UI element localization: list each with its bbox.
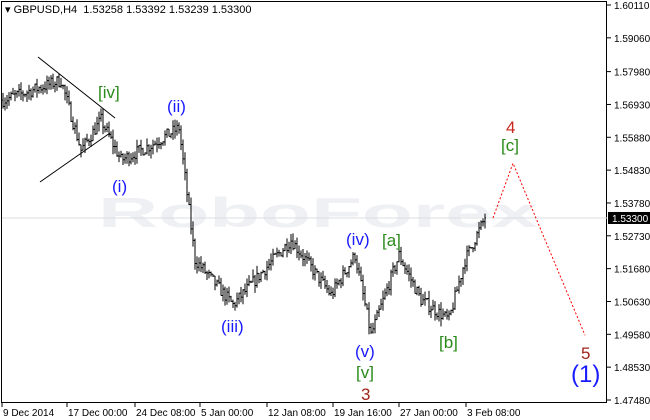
wave-label: [v] — [356, 363, 374, 382]
x-tick-label: 9 Dec 2014 — [3, 408, 55, 419]
wave-label: [iv] — [98, 83, 120, 102]
y-tick-label: 1.54830 — [614, 166, 650, 177]
y-tick-label: 1.47480 — [614, 396, 650, 407]
wave-label: [c] — [501, 136, 519, 155]
x-tick-label: 24 Dec 08:00 — [136, 408, 196, 419]
wave-label: (i) — [112, 177, 128, 196]
x-tick-label: 5 Jan 00:00 — [201, 408, 254, 419]
y-tick-label: 1.53780 — [614, 199, 650, 210]
x-tick-label: 27 Jan 00:00 — [400, 408, 458, 419]
y-tick-label: 1.49580 — [614, 330, 650, 341]
y-tick-label: 1.57980 — [614, 68, 650, 79]
x-tick-label: 3 Feb 08:00 — [467, 408, 521, 419]
chart-title: ▾ GBPUSD,H4 1.53258 1.53392 1.53239 1.53… — [5, 4, 252, 16]
symbol-label: GBPUSD,H4 — [13, 4, 78, 16]
y-tick-label: 1.60110 — [614, 1, 650, 12]
y-tick-label: 1.51680 — [614, 265, 650, 276]
wave-label: (iv) — [346, 230, 370, 249]
ohlc-readout: 1.53258 1.53392 1.53239 1.53300 — [83, 4, 252, 16]
watermark: RoboForex — [98, 189, 539, 236]
x-tick-label: 12 Jan 08:00 — [268, 408, 326, 419]
wave-label: 4 — [506, 118, 516, 137]
wave-label: (1) — [571, 361, 601, 388]
current-price-label: 1.53300 — [612, 214, 649, 225]
wave-label: (ii) — [167, 97, 186, 116]
y-tick-label: 1.50630 — [614, 297, 650, 308]
y-tick-label: 1.56930 — [614, 100, 650, 111]
y-tick-label: 1.48530 — [614, 363, 650, 374]
wave-label: 3 — [361, 385, 371, 404]
triangle-upper-line — [37, 56, 116, 119]
wave-label: (v) — [355, 342, 375, 361]
wave-label: [a] — [382, 231, 401, 250]
plot-area[interactable] — [1, 1, 607, 403]
wave-label: [b] — [439, 333, 458, 352]
y-tick-label: 1.59060 — [614, 34, 650, 45]
wave-label: (iii) — [221, 317, 244, 336]
triangle-lower-line — [39, 132, 111, 183]
y-tick-label: 1.52730 — [614, 232, 650, 243]
wave-label: 5 — [581, 344, 591, 363]
y-tick-label: 1.55880 — [614, 133, 650, 144]
x-tick-label: 17 Dec 00:00 — [68, 408, 128, 419]
x-tick-label: 19 Jan 16:00 — [334, 408, 392, 419]
current-price-badge — [608, 211, 650, 224]
